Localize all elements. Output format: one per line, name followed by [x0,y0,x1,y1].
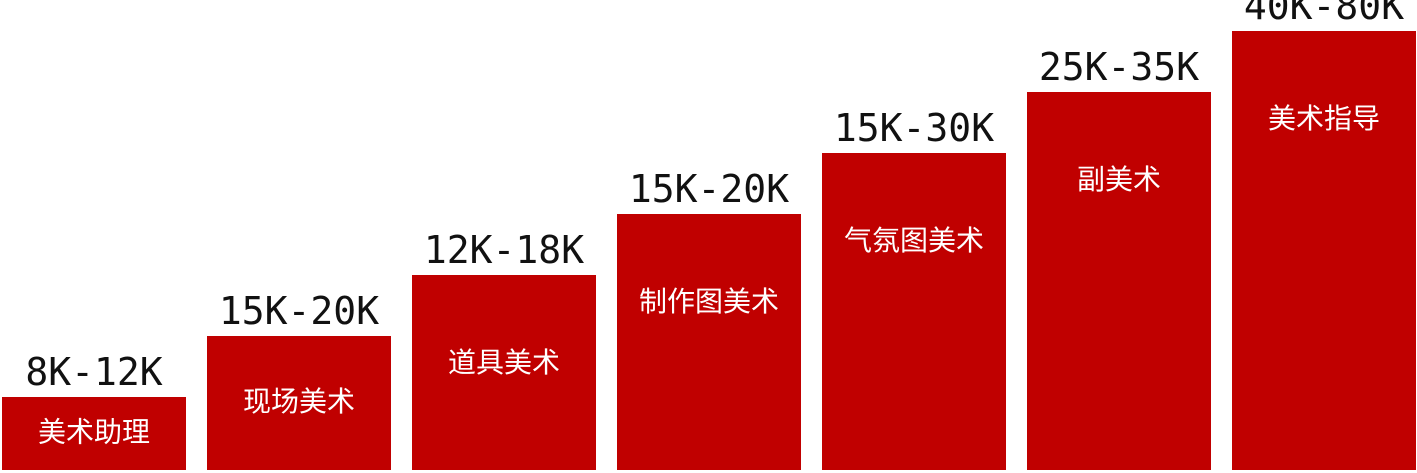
category-label-3: 道具美术 [448,346,560,379]
bar-3 [412,275,596,470]
value-label-6: 25K-35K [1039,45,1199,89]
category-label-1: 美术助理 [38,416,150,449]
category-label-4: 制作图美术 [639,285,779,318]
bar-6 [1027,92,1211,470]
value-label-2: 15K-20K [219,289,379,333]
value-label-5: 15K-30K [834,106,994,150]
bar-1 [2,397,186,470]
value-label-1: 8K-12K [25,350,162,394]
bar-4 [617,214,801,470]
value-label-4: 15K-20K [629,167,789,211]
category-label-2: 现场美术 [243,385,355,418]
category-label-5: 气氛图美术 [844,224,984,257]
bar-5 [822,153,1006,470]
category-label-6: 副美术 [1077,163,1161,196]
bar-7 [1232,31,1416,470]
bar-2 [207,336,391,470]
value-label-7: 40K-80K [1244,0,1404,28]
category-label-7: 美术指导 [1268,102,1380,135]
value-label-3: 12K-18K [424,228,584,272]
